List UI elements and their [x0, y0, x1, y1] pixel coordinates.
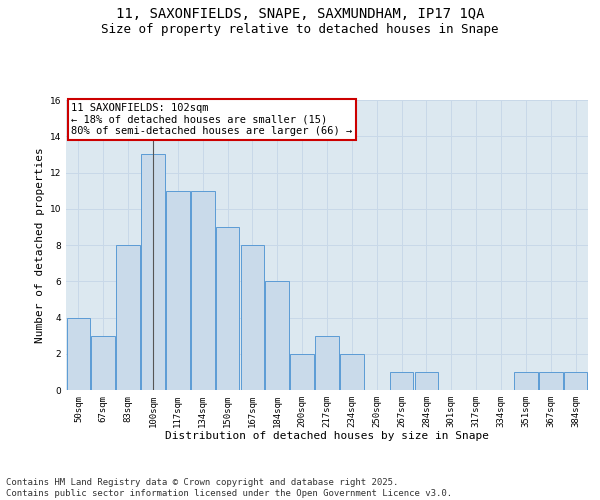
Bar — [91, 336, 115, 390]
Bar — [141, 154, 165, 390]
Text: 11 SAXONFIELDS: 102sqm
← 18% of detached houses are smaller (15)
80% of semi-det: 11 SAXONFIELDS: 102sqm ← 18% of detached… — [71, 103, 352, 136]
Bar — [564, 372, 587, 390]
Bar — [514, 372, 538, 390]
Bar — [116, 245, 140, 390]
Text: Contains HM Land Registry data © Crown copyright and database right 2025.
Contai: Contains HM Land Registry data © Crown c… — [6, 478, 452, 498]
X-axis label: Distribution of detached houses by size in Snape: Distribution of detached houses by size … — [165, 432, 489, 442]
Bar — [191, 190, 215, 390]
Text: 11, SAXONFIELDS, SNAPE, SAXMUNDHAM, IP17 1QA: 11, SAXONFIELDS, SNAPE, SAXMUNDHAM, IP17… — [116, 8, 484, 22]
Bar — [290, 354, 314, 390]
Bar — [539, 372, 563, 390]
Bar — [241, 245, 264, 390]
Bar — [67, 318, 90, 390]
Y-axis label: Number of detached properties: Number of detached properties — [35, 147, 46, 343]
Bar — [340, 354, 364, 390]
Bar — [390, 372, 413, 390]
Bar — [315, 336, 339, 390]
Bar — [216, 227, 239, 390]
Bar — [415, 372, 438, 390]
Text: Size of property relative to detached houses in Snape: Size of property relative to detached ho… — [101, 22, 499, 36]
Bar — [265, 281, 289, 390]
Bar — [166, 190, 190, 390]
